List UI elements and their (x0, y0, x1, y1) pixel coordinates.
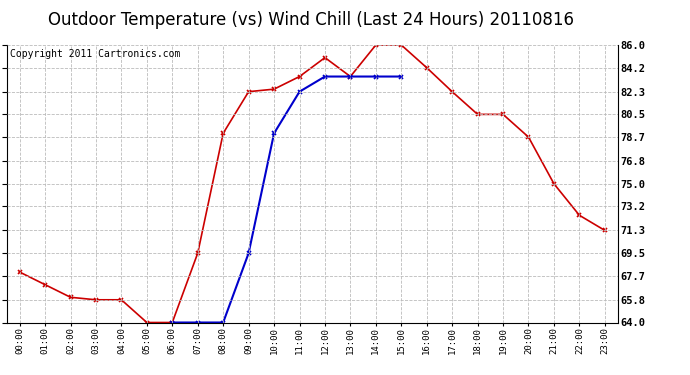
Text: Outdoor Temperature (vs) Wind Chill (Last 24 Hours) 20110816: Outdoor Temperature (vs) Wind Chill (Las… (48, 11, 573, 29)
Text: Copyright 2011 Cartronics.com: Copyright 2011 Cartronics.com (10, 49, 180, 59)
